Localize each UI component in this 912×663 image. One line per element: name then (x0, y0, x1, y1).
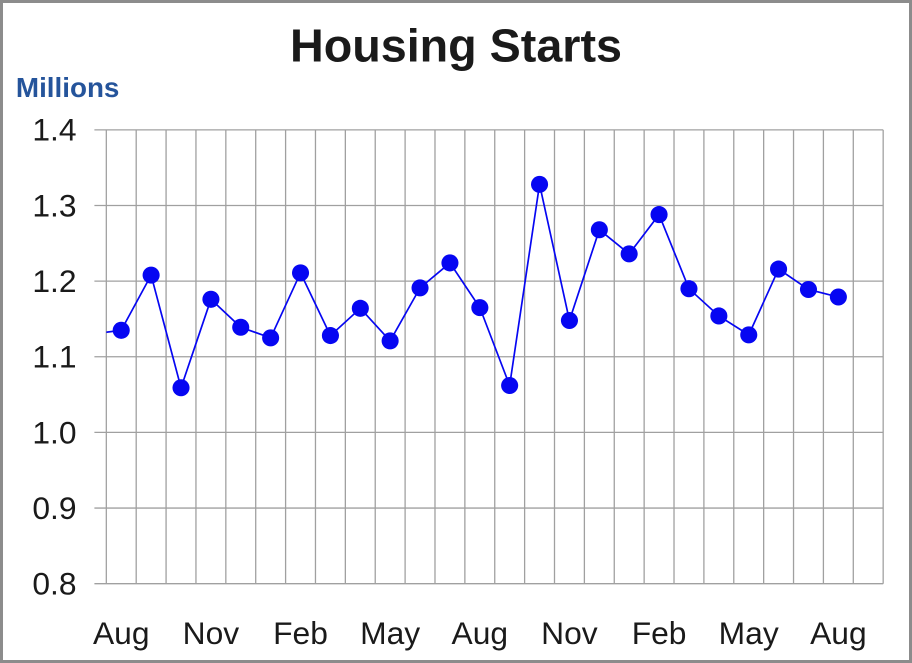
x-tick-label: Aug (810, 615, 867, 651)
data-point (142, 266, 160, 284)
data-point (112, 321, 130, 339)
data-point (501, 376, 519, 395)
y-tick-label: 0.9 (32, 490, 76, 526)
data-point (650, 206, 668, 224)
y-axis-unit-label: Millions (16, 72, 119, 103)
data-point (381, 332, 399, 350)
data-point (531, 175, 549, 193)
series-layer (106, 175, 847, 397)
data-point (471, 299, 489, 317)
x-tick-label: Nov (541, 615, 598, 651)
data-point (291, 264, 310, 282)
x-tick-label: May (719, 615, 779, 651)
x-tick-label: May (360, 615, 420, 651)
data-point (560, 311, 578, 330)
chart-title: Housing Starts (290, 20, 622, 72)
y-tick-label: 1.0 (32, 414, 76, 450)
data-point (829, 288, 847, 306)
y-tick-label: 1.1 (32, 339, 76, 375)
data-point (351, 299, 369, 317)
data-point (202, 290, 220, 308)
data-point (770, 260, 788, 278)
data-point (441, 254, 459, 272)
data-point (710, 307, 728, 325)
data-point (620, 245, 638, 263)
y-tick-label: 1.4 (32, 112, 76, 148)
data-point (321, 327, 339, 345)
x-tick-label: Feb (273, 615, 328, 651)
data-point (680, 280, 698, 298)
data-point (740, 326, 758, 344)
y-tick-label: 1.2 (32, 263, 76, 299)
data-point (172, 379, 190, 397)
x-tick-label: Feb (632, 615, 687, 651)
data-point (590, 221, 608, 239)
data-point (262, 329, 280, 347)
y-tick-label: 0.8 (32, 566, 76, 602)
x-tick-label: Nov (183, 615, 240, 651)
data-point (232, 318, 250, 336)
grid-layer (94, 129, 884, 585)
y-tick-label: 1.3 (32, 187, 76, 223)
x-tick-label: Aug (93, 615, 150, 651)
data-point (799, 280, 818, 299)
data-point (411, 279, 429, 297)
housing-starts-line-chart: 1.4 1.3 1.2 1.1 1.0 0.9 0.8 Aug Nov Feb May Aug Nov F… (16, 20, 884, 651)
axis-label-layer: 1.4 1.3 1.2 1.1 1.0 0.9 0.8 Aug Nov Feb May Aug Nov F… (32, 112, 866, 651)
x-tick-label: Aug (452, 615, 509, 651)
